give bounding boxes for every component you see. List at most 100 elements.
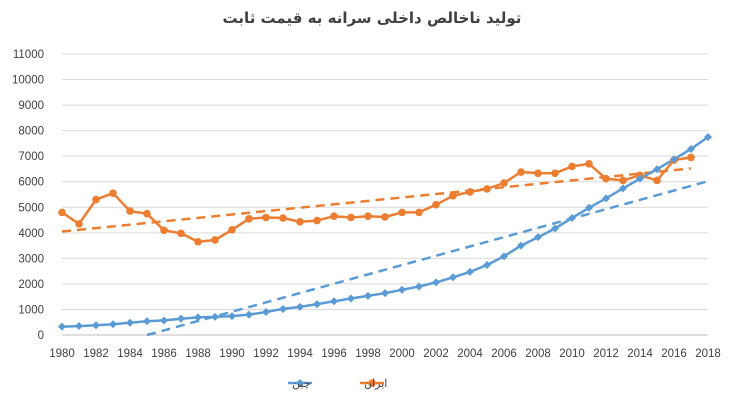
x-tick-label: 1984 — [117, 348, 143, 360]
trendline-series-0 — [61, 167, 692, 233]
y-tick-label: 9000 — [18, 100, 44, 112]
data-point — [296, 218, 304, 226]
data-point — [160, 316, 168, 325]
data-point — [534, 233, 542, 242]
data-point — [313, 300, 321, 309]
data-point — [670, 155, 678, 164]
data-point — [483, 261, 491, 270]
y-tick-label: 2000 — [18, 279, 44, 291]
data-point — [483, 185, 491, 193]
data-point — [92, 195, 100, 204]
data-point — [347, 294, 355, 303]
data-point — [279, 214, 287, 222]
data-point — [551, 169, 559, 178]
data-point — [602, 194, 610, 203]
data-point — [160, 226, 168, 235]
y-tick-label: 1000 — [18, 304, 44, 316]
x-tick-label: 2002 — [423, 348, 449, 360]
x-tick-label: 2006 — [491, 348, 517, 360]
data-point — [177, 314, 185, 323]
data-point — [347, 213, 355, 222]
chart-title: تولید ناخالص داخلی سرانه به قیمت ثابت — [223, 9, 522, 27]
data-point — [228, 312, 236, 321]
data-point — [330, 297, 338, 306]
data-point — [126, 318, 134, 327]
data-point — [687, 145, 695, 154]
data-point — [211, 312, 219, 321]
legend-marker — [368, 379, 376, 387]
x-tick-label: 2014 — [627, 348, 653, 360]
data-point — [500, 252, 508, 261]
x-tick-label: 1996 — [321, 348, 347, 360]
data-point — [466, 267, 474, 276]
data-point — [687, 153, 695, 162]
data-point — [296, 302, 304, 311]
data-point — [143, 317, 151, 326]
x-tick-label: 1990 — [219, 348, 245, 360]
data-point — [432, 278, 440, 287]
x-tick-label: 1988 — [185, 348, 211, 360]
data-point — [364, 291, 372, 300]
y-tick-label: 8000 — [18, 126, 44, 138]
x-tick-label: 2010 — [559, 348, 585, 360]
data-point — [126, 207, 134, 215]
data-point — [602, 174, 610, 183]
data-point — [330, 212, 338, 221]
y-tick-label: 5000 — [18, 202, 44, 214]
data-point — [653, 176, 661, 185]
x-tick-label: 2008 — [525, 348, 551, 360]
data-point — [619, 184, 627, 193]
data-point — [194, 237, 202, 246]
x-tick-label: 2000 — [389, 348, 415, 360]
x-axis-tick-labels: 1980 1982 1984 1986 1988 1990 1992 1994 1996 1998… — [49, 348, 721, 360]
data-point — [415, 282, 423, 291]
data-point — [177, 229, 185, 238]
legend-marker — [296, 379, 304, 387]
y-tick-label: 4000 — [18, 228, 44, 240]
data-point — [313, 216, 321, 225]
y-tick-label: 11000 — [13, 49, 44, 61]
data-point — [704, 133, 712, 142]
x-tick-label: 1982 — [83, 348, 109, 360]
data-point — [517, 168, 525, 176]
data-point — [245, 214, 253, 223]
legend: ایران چین — [288, 377, 387, 390]
data-point — [381, 213, 389, 221]
x-tick-label: 2018 — [695, 348, 721, 360]
y-tick-label: 7000 — [18, 151, 44, 163]
x-tick-label: 2012 — [593, 348, 619, 360]
data-point — [449, 273, 457, 282]
x-tick-label: 1986 — [151, 348, 177, 360]
data-point — [585, 203, 593, 212]
series-line-1 — [61, 135, 709, 328]
data-markers — [58, 133, 712, 331]
x-tick-label: 2004 — [457, 348, 483, 360]
data-point — [109, 189, 117, 198]
data-point — [653, 165, 661, 174]
data-point — [636, 174, 644, 183]
x-tick-label: 1994 — [287, 348, 313, 360]
data-point — [194, 313, 202, 322]
data-point — [75, 322, 83, 331]
data-point — [568, 162, 576, 171]
trendlines — [61, 167, 709, 337]
data-point — [534, 169, 542, 178]
data-point — [75, 220, 83, 228]
data-point — [619, 176, 627, 185]
data-point — [58, 322, 66, 331]
data-point — [211, 236, 219, 244]
data-point — [398, 208, 406, 217]
data-point — [517, 241, 525, 250]
data-point — [568, 214, 576, 223]
data-point — [585, 160, 593, 168]
data-point — [449, 191, 457, 200]
data-point — [228, 225, 236, 234]
data-point — [245, 310, 253, 319]
legend-label: ایران — [364, 377, 387, 390]
data-point — [466, 188, 474, 196]
series-lines — [61, 135, 709, 328]
data-point — [415, 208, 423, 217]
y-tick-label: 0 — [38, 330, 44, 342]
data-point — [262, 213, 270, 222]
